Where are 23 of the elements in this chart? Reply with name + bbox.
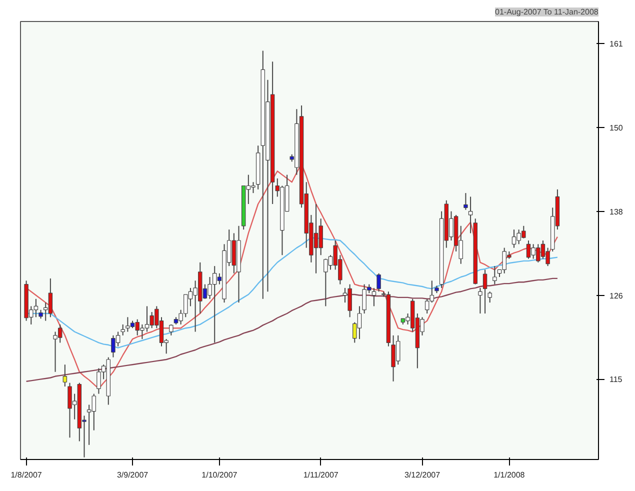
candlestick <box>120 324 125 336</box>
y-tick-label: 126 <box>610 291 624 300</box>
x-tick-label: 1/10/2007 <box>202 470 238 480</box>
candlestick <box>492 266 497 285</box>
chart-subtitle: 01-Aug-2007 To 11-Jan-2008 <box>495 8 599 16</box>
candlestick <box>468 196 473 234</box>
candlestick <box>62 364 68 387</box>
x-tick-label: 3/9/2007 <box>116 470 149 480</box>
x-tick-label: 1/8/2007 <box>10 470 42 480</box>
candlestick <box>376 272 381 292</box>
candlestick <box>372 287 376 307</box>
candlestick <box>464 192 468 210</box>
candlestick <box>488 291 492 304</box>
x-tick-label: 3/12/2007 <box>404 470 441 480</box>
candlestick <box>478 287 482 314</box>
y-tick-label: 115 <box>610 375 623 384</box>
x-tick-label: 1/1/2008 <box>494 470 526 480</box>
candlestick <box>169 324 174 336</box>
x-tick-label: 1/11/2007 <box>303 470 339 480</box>
y-tick-label: 150 <box>610 123 624 132</box>
y-tick-label: 138 <box>610 207 624 216</box>
y-tick-label: 161 <box>610 39 624 48</box>
candlestick <box>482 269 488 314</box>
